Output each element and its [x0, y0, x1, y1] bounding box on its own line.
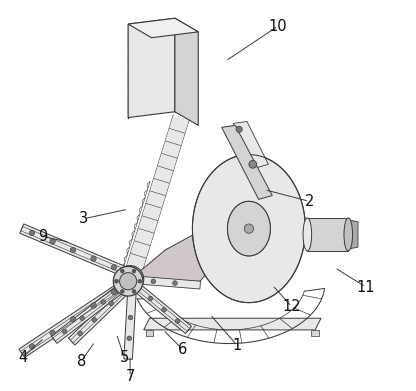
Circle shape	[111, 264, 117, 270]
Polygon shape	[20, 224, 126, 276]
Text: 6: 6	[178, 342, 187, 357]
Polygon shape	[51, 282, 127, 343]
Polygon shape	[128, 18, 198, 38]
Circle shape	[123, 271, 126, 274]
Circle shape	[148, 296, 153, 301]
Text: 7: 7	[125, 369, 135, 384]
Text: 11: 11	[357, 280, 375, 294]
Circle shape	[91, 303, 96, 308]
Circle shape	[91, 256, 96, 261]
Polygon shape	[175, 18, 198, 126]
Text: 3: 3	[79, 212, 88, 226]
Polygon shape	[233, 122, 268, 168]
Circle shape	[128, 315, 133, 320]
Circle shape	[78, 331, 82, 336]
Ellipse shape	[344, 218, 352, 251]
Polygon shape	[123, 115, 189, 284]
Polygon shape	[307, 218, 348, 251]
Circle shape	[151, 279, 156, 283]
Circle shape	[119, 273, 137, 290]
Circle shape	[92, 317, 97, 322]
Polygon shape	[131, 282, 191, 334]
Circle shape	[29, 230, 35, 236]
Circle shape	[119, 281, 123, 285]
Circle shape	[134, 284, 137, 288]
Text: 5: 5	[120, 350, 129, 365]
Circle shape	[114, 279, 119, 283]
Polygon shape	[68, 284, 131, 345]
Circle shape	[162, 307, 166, 312]
Circle shape	[236, 126, 242, 133]
Text: 2: 2	[305, 194, 314, 209]
Circle shape	[173, 281, 177, 285]
Circle shape	[128, 285, 132, 289]
Circle shape	[175, 319, 180, 323]
Circle shape	[101, 300, 106, 304]
Circle shape	[138, 273, 141, 277]
Circle shape	[127, 336, 131, 341]
Polygon shape	[348, 220, 358, 249]
Circle shape	[109, 301, 114, 306]
Circle shape	[139, 277, 143, 281]
Circle shape	[249, 160, 257, 168]
Circle shape	[117, 277, 121, 281]
Polygon shape	[311, 330, 319, 336]
Circle shape	[116, 265, 144, 293]
Circle shape	[111, 289, 117, 295]
Circle shape	[244, 224, 254, 233]
Circle shape	[70, 248, 76, 253]
Circle shape	[138, 281, 141, 285]
Circle shape	[134, 271, 137, 274]
Polygon shape	[124, 290, 136, 359]
Circle shape	[62, 329, 67, 334]
Circle shape	[50, 330, 55, 335]
Text: 8: 8	[77, 353, 86, 369]
Polygon shape	[128, 275, 201, 289]
Circle shape	[132, 269, 136, 273]
Circle shape	[119, 273, 123, 277]
Circle shape	[80, 316, 84, 321]
Polygon shape	[144, 318, 321, 330]
Text: 4: 4	[18, 350, 27, 365]
Polygon shape	[193, 154, 305, 303]
Text: 9: 9	[38, 229, 47, 244]
Circle shape	[123, 284, 126, 288]
Polygon shape	[128, 18, 175, 118]
Circle shape	[113, 266, 143, 296]
Circle shape	[128, 269, 132, 273]
Text: 12: 12	[282, 299, 301, 314]
Circle shape	[120, 289, 124, 293]
Circle shape	[132, 289, 136, 293]
Polygon shape	[19, 281, 127, 357]
Circle shape	[29, 344, 35, 349]
Circle shape	[138, 279, 142, 283]
Circle shape	[120, 269, 124, 273]
Polygon shape	[228, 201, 270, 256]
Text: 1: 1	[233, 338, 242, 353]
Circle shape	[70, 316, 76, 322]
Ellipse shape	[303, 218, 312, 251]
Polygon shape	[222, 126, 272, 199]
Circle shape	[50, 239, 55, 244]
Polygon shape	[128, 227, 231, 281]
Polygon shape	[146, 330, 154, 336]
Text: 10: 10	[269, 18, 287, 34]
